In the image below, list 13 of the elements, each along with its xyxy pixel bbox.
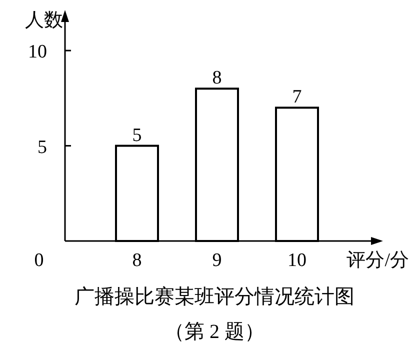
subtitle: （第 2 题） xyxy=(164,321,264,343)
xlabel: 评分/分 xyxy=(346,250,409,271)
tick-label: 5 xyxy=(38,136,47,158)
data-label: 7 xyxy=(292,86,302,108)
tick-label: 10 xyxy=(288,250,306,271)
tick-label: 8 xyxy=(132,250,142,271)
data-label: 5 xyxy=(132,124,142,146)
data-label: 8 xyxy=(212,68,222,89)
ylabel: 人数 xyxy=(25,10,63,31)
tick-label: 9 xyxy=(212,250,222,271)
tick-label: 10 xyxy=(28,42,47,63)
title: 广播操比赛某班评分情况统计图 xyxy=(74,286,354,308)
tick-label: 0 xyxy=(34,250,44,271)
